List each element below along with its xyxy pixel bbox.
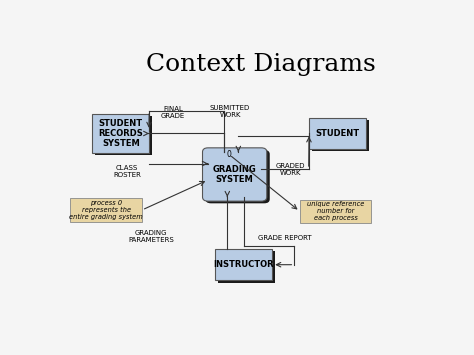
FancyBboxPatch shape bbox=[205, 150, 270, 203]
Bar bbox=[312, 120, 369, 151]
FancyBboxPatch shape bbox=[202, 148, 267, 201]
Text: CLASS
ROSTER: CLASS ROSTER bbox=[113, 165, 141, 178]
Bar bbox=[309, 118, 366, 149]
Text: 0: 0 bbox=[227, 150, 232, 159]
Text: STUDENT
RECORDS
SYSTEM: STUDENT RECORDS SYSTEM bbox=[99, 119, 143, 148]
Text: Context Diagrams: Context Diagrams bbox=[146, 53, 376, 76]
Bar bbox=[70, 198, 142, 222]
Bar bbox=[95, 116, 152, 155]
Text: GRADE REPORT: GRADE REPORT bbox=[258, 235, 312, 241]
Text: GRADED
WORK: GRADED WORK bbox=[276, 163, 305, 176]
Text: FINAL
GRADE: FINAL GRADE bbox=[161, 106, 185, 119]
Bar bbox=[300, 200, 372, 223]
Text: STUDENT: STUDENT bbox=[316, 129, 360, 138]
Text: process 0
represents the
entire grading system: process 0 represents the entire grading … bbox=[69, 200, 143, 220]
Text: GRADING
SYSTEM: GRADING SYSTEM bbox=[213, 165, 256, 184]
Text: GRADING
PARAMETERS: GRADING PARAMETERS bbox=[128, 230, 174, 243]
Bar bbox=[215, 249, 272, 280]
Bar bbox=[219, 251, 275, 283]
Text: INSTRUCTOR: INSTRUCTOR bbox=[213, 260, 274, 269]
Text: unique reference
number for
each process: unique reference number for each process bbox=[307, 201, 365, 222]
Text: SUBMITTED
WORK: SUBMITTED WORK bbox=[210, 105, 250, 118]
Bar bbox=[92, 114, 149, 153]
